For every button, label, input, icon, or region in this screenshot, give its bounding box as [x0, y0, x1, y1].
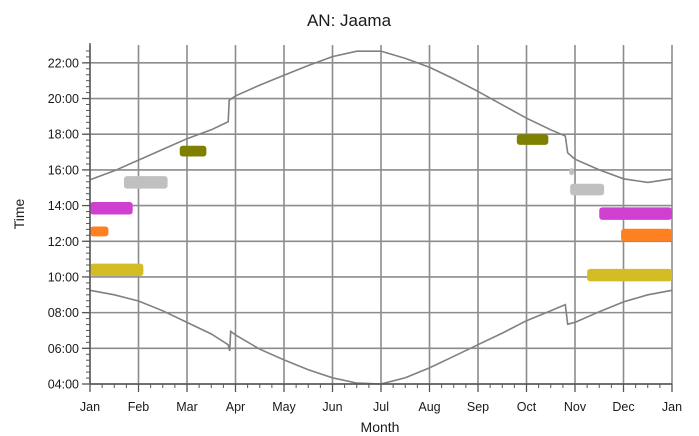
data-band	[90, 226, 109, 237]
data-band	[123, 176, 168, 189]
data-bands	[90, 134, 672, 282]
sunset-curve	[89, 50, 673, 184]
x-tick-label: Jun	[322, 400, 342, 414]
y-axis-ticks: 04:00 06:00 08:00 10:00 12:00 14:00 16:00 18:00…	[48, 50, 90, 392]
x-tick-label: Jul	[373, 400, 389, 414]
y-tick-label: 22:00	[48, 56, 79, 70]
grid	[89, 45, 673, 385]
x-tick-label: Nov	[564, 400, 587, 414]
data-band	[599, 207, 672, 220]
data-band	[570, 183, 605, 196]
y-tick-label: 14:00	[48, 199, 79, 213]
y-tick-label: 06:00	[48, 342, 79, 356]
data-band	[179, 145, 207, 157]
y-axis-label: Time	[11, 198, 27, 229]
data-band	[90, 202, 133, 215]
y-tick-label: 18:00	[48, 128, 79, 142]
x-tick-label: Oct	[517, 400, 537, 414]
data-band	[516, 134, 549, 145]
x-axis-label: Month	[361, 419, 400, 435]
data-band	[587, 268, 672, 282]
data-band	[621, 228, 672, 242]
x-tick-label: Sep	[467, 400, 489, 414]
y-tick-label: 12:00	[48, 235, 79, 249]
x-tick-label: Aug	[418, 400, 440, 414]
x-tick-label: Jan	[662, 400, 682, 414]
chart-title: AN: Jaama	[307, 11, 392, 30]
x-tick-label: Mar	[176, 400, 198, 414]
data-band	[90, 263, 144, 277]
y-tick-label: 20:00	[48, 92, 79, 106]
y-tick-label: 16:00	[48, 163, 79, 177]
x-tick-label: Apr	[226, 400, 245, 414]
y-tick-label: 10:00	[48, 270, 79, 284]
x-tick-label: May	[272, 400, 296, 414]
x-tick-label: Feb	[128, 400, 150, 414]
y-tick-label: 08:00	[48, 306, 79, 320]
x-tick-label: Jan	[80, 400, 100, 414]
y-tick-label: 04:00	[48, 378, 79, 392]
x-axis-ticks: Jan Feb Mar Apr May Jun Jul Aug Sep Oct Nov Dec Jan	[80, 384, 682, 414]
x-tick-label: Dec	[612, 400, 634, 414]
data-band	[569, 168, 575, 176]
